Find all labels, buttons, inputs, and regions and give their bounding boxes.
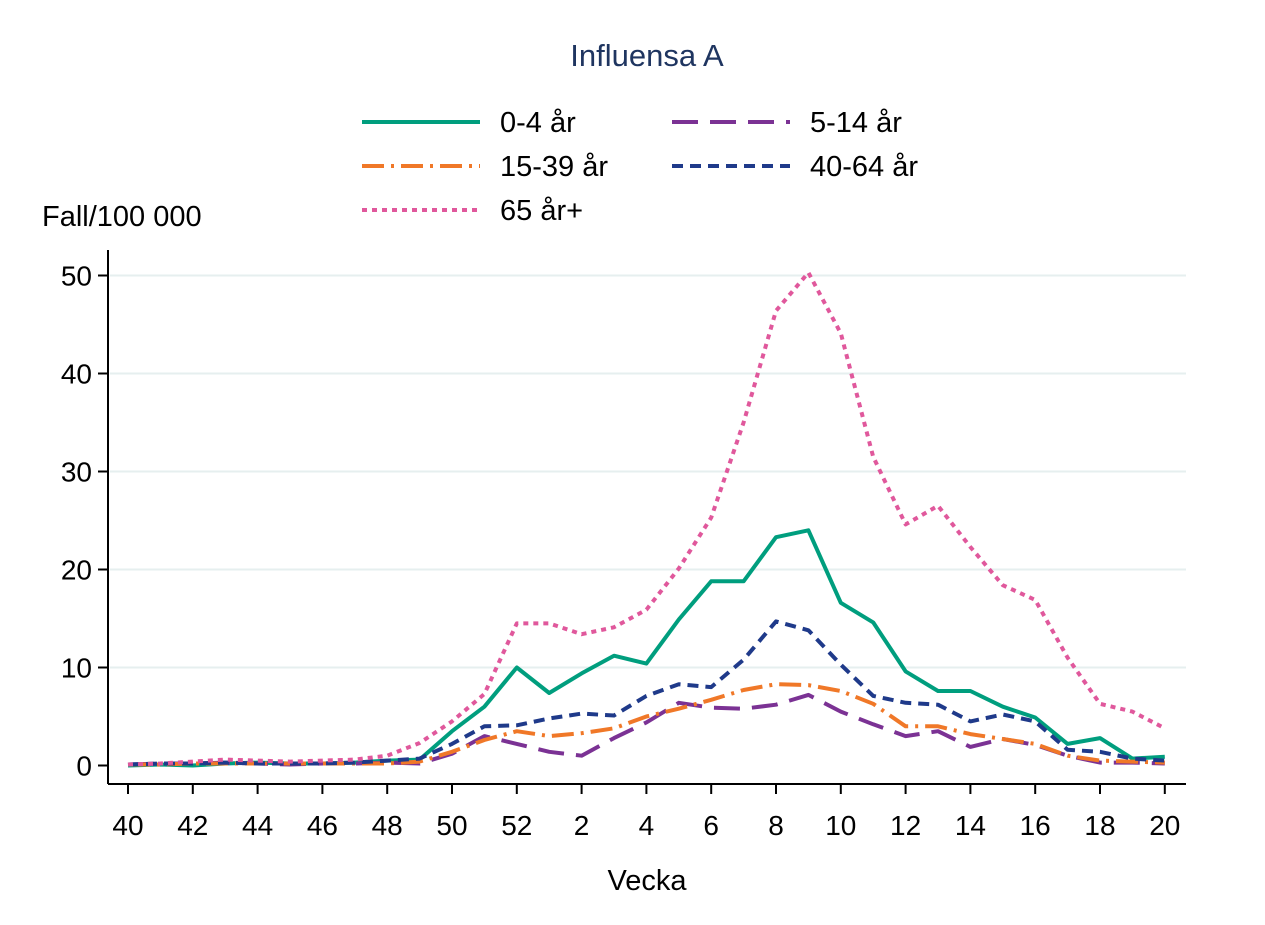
x-tick-label: 20 [1149,810,1180,841]
x-axis-ticks: 40 42 44 46 48 50 52 2 4 6 8 10 12 14 16 18 20 [112,784,1180,841]
legend-label: 15-39 år [500,151,608,183]
y-tick-label: 20 [61,555,92,586]
x-tick-label: 44 [242,810,273,841]
x-tick-label: 18 [1084,810,1115,841]
legend-label: 0-4 år [500,107,576,139]
y-tick-label: 50 [61,261,92,292]
chart-title: Influensa A [570,38,724,73]
legend-label: 5-14 år [810,107,902,139]
legend-label: 65 år+ [500,195,583,227]
x-tick-label: 50 [436,810,467,841]
x-tick-label: 8 [768,810,784,841]
series-line [127,270,1166,767]
x-tick-label: 4 [639,810,655,841]
series-line [127,692,1165,767]
y-axis-label: Fall/100 000 [42,201,202,233]
x-tick-label: 16 [1020,810,1051,841]
legend-label: 40-64 år [810,151,918,183]
x-tick-label: 40 [112,810,143,841]
axes [107,250,1186,785]
x-tick-label: 48 [372,810,403,841]
legend: 0-4 år 5-14 år 15-39 år 40-64 år 65 år+ [362,107,918,227]
series-line [127,528,1165,768]
x-tick-label: 14 [955,810,986,841]
x-tick-label: 6 [703,810,719,841]
x-tick-label: 2 [574,810,590,841]
y-tick-label: 40 [61,359,92,390]
x-tick-label: 12 [890,810,921,841]
x-axis-label: Vecka [608,865,688,897]
x-tick-label: 42 [177,810,208,841]
y-tick-label: 10 [61,653,92,684]
gridlines [110,274,1186,669]
x-tick-label: 10 [825,810,856,841]
y-tick-label: 30 [61,457,92,488]
x-tick-label: 46 [307,810,338,841]
series-line [127,619,1165,767]
x-tick-label: 52 [501,810,532,841]
y-tick-label: 0 [76,751,92,782]
y-axis-ticks: 0 10 20 30 40 50 [61,261,108,782]
series-lines [127,270,1166,768]
